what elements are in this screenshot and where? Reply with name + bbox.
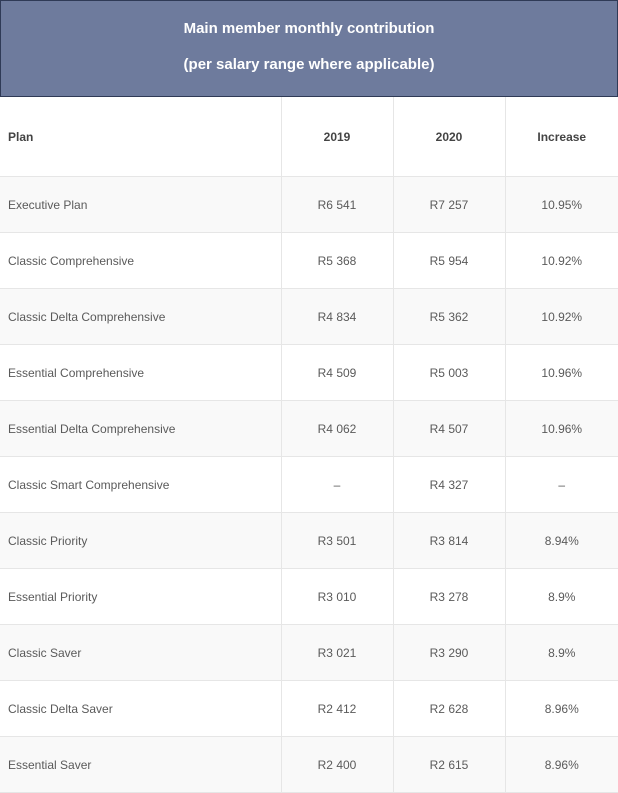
contribution-2020-cell: R2 615 [393,736,506,793]
increase-cell: 10.92% [505,288,618,345]
column-header-plan: Plan [0,97,282,177]
header-title-line2: (per salary range where applicable) [183,56,435,73]
contribution-2020-cell: R4 507 [393,400,506,457]
increase-cell: 10.92% [505,232,618,289]
contribution-2019-cell: – [281,456,394,513]
plan-cell: Essential Priority [0,568,282,625]
contribution-2020-cell: R2 628 [393,680,506,737]
plan-cell: Essential Delta Comprehensive [0,400,282,457]
table-row: Classic Smart Comprehensive – R4 327 – [0,456,618,513]
contribution-2020-cell: R7 257 [393,176,506,233]
table-row: Classic Delta Saver R2 412 R2 628 8.96% [0,680,618,737]
contribution-2019-cell: R3 501 [281,512,394,569]
plan-cell: Essential Comprehensive [0,344,282,401]
contribution-2019-cell: R6 541 [281,176,394,233]
table-row: Essential Delta Comprehensive R4 062 R4 … [0,400,618,457]
column-header-2019: 2019 [281,97,394,177]
contribution-2020-cell: R5 362 [393,288,506,345]
table-row: Classic Saver R3 021 R3 290 8.9% [0,624,618,681]
contribution-2020-cell: R5 003 [393,344,506,401]
plan-cell: Executive Plan [0,176,282,233]
increase-cell: 8.9% [505,568,618,625]
increase-cell: 8.96% [505,680,618,737]
contribution-2019-cell: R3 021 [281,624,394,681]
contribution-2019-cell: R2 400 [281,736,394,793]
table-row: Executive Plan R6 541 R7 257 10.95% [0,176,618,233]
increase-cell: 10.96% [505,400,618,457]
plan-cell: Classic Comprehensive [0,232,282,289]
plan-cell: Essential Saver [0,736,282,793]
contribution-2019-cell: R4 834 [281,288,394,345]
header-title-line1: Main member monthly contribution [183,20,435,37]
table-row: Essential Priority R3 010 R3 278 8.9% [0,568,618,625]
contribution-2020-cell: R5 954 [393,232,506,289]
column-header-2020: 2020 [393,97,506,177]
contribution-2019-cell: R4 062 [281,400,394,457]
increase-cell: 8.96% [505,736,618,793]
contribution-2020-cell: R3 278 [393,568,506,625]
contribution-2019-cell: R3 010 [281,568,394,625]
increase-cell: 10.96% [505,344,618,401]
table-row: Classic Comprehensive R5 368 R5 954 10.9… [0,232,618,289]
table-header-row: Plan 2019 2020 Increase [0,97,618,177]
plan-cell: Classic Smart Comprehensive [0,456,282,513]
contribution-2019-cell: R2 412 [281,680,394,737]
increase-cell: 10.95% [505,176,618,233]
plan-cell: Classic Saver [0,624,282,681]
table-row: Classic Delta Comprehensive R4 834 R5 36… [0,288,618,345]
contribution-2019-cell: R5 368 [281,232,394,289]
table-row: Classic Priority R3 501 R3 814 8.94% [0,512,618,569]
increase-cell: 8.9% [505,624,618,681]
contribution-2020-cell: R4 327 [393,456,506,513]
contribution-table: Plan 2019 2020 Increase Executive Plan R… [0,97,618,793]
contribution-2020-cell: R3 814 [393,512,506,569]
plan-cell: Classic Delta Comprehensive [0,288,282,345]
plan-cell: Classic Priority [0,512,282,569]
plan-cell: Classic Delta Saver [0,680,282,737]
contribution-2020-cell: R3 290 [393,624,506,681]
table-row: Essential Saver R2 400 R2 615 8.96% [0,736,618,793]
increase-cell: – [505,456,618,513]
increase-cell: 8.94% [505,512,618,569]
table-row: Essential Comprehensive R4 509 R5 003 10… [0,344,618,401]
column-header-increase: Increase [505,97,618,177]
contribution-2019-cell: R4 509 [281,344,394,401]
table-header-banner: Main member monthly contribution (per sa… [0,0,618,97]
